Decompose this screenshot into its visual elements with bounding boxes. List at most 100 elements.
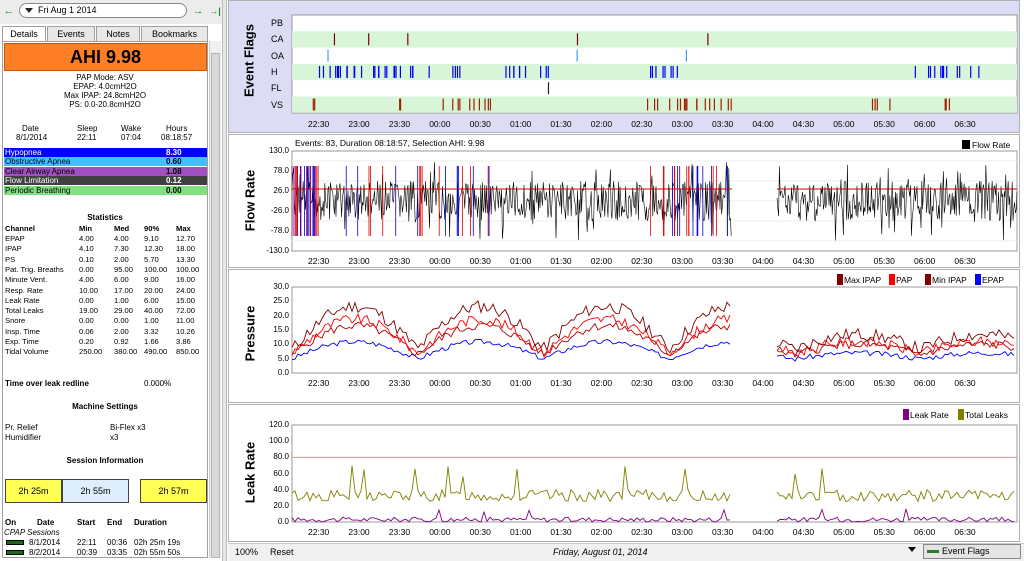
header-hours: Hours [166,124,188,133]
statistics-row: EPAP 4.00 4.00 9.10 12.70 [4,234,207,243]
statistics-cell: 0.20 [79,337,94,346]
statistics-cell: 7.30 [114,244,129,254]
tab-events[interactable]: Events [47,26,95,41]
session-cell: 03:35 [107,548,128,557]
tab-notes[interactable]: Notes [96,26,140,41]
col-duration: Duration [134,518,167,527]
max-ipap-text: Max IPAP: 24.8cmH2O [63,91,147,100]
x-tick-label: 00:00 [429,256,451,266]
dropdown-arrow-icon [25,8,33,13]
layout-swatch-icon [927,550,939,553]
statistics-cell: 72.00 [176,306,196,316]
previous-day-icon[interactable]: ← [3,5,15,17]
pressure-graph[interactable]: Pressure Max IPAP PAP Min IPAP EPAP 30.0 25.… [228,269,1020,403]
statistics-cell: Tidal Volume [5,347,49,357]
x-tick-label: 01:00 [510,378,532,388]
session-box-1[interactable]: 2h 25m [5,479,62,503]
statistics-cell: 490.00 [144,347,168,357]
last-day-icon[interactable]: →| [209,6,221,16]
y-tick-label: 25.0 [273,296,289,306]
epap-line [776,350,1015,362]
session-group-label: CPAP Sessions [4,528,60,537]
y-tick-label: -26.0 [270,206,289,215]
epap-text: EPAP: 4.0cmH2O [73,82,137,91]
x-tick-label: 03:00 [671,256,693,266]
statistics-header-cell: Med [114,224,130,233]
statistics-cell: 6.00 [144,295,159,305]
details-scrollbar[interactable] [209,41,221,558]
statistics-cell: 19.00 [79,306,99,316]
x-tick-label: 02:00 [590,256,613,266]
statistics-cell: 250.00 [79,347,103,357]
pressure-legend-label: EPAP [982,275,1005,285]
x-tick-label: 03:00 [671,527,693,537]
leak-rate-plot [291,424,1018,523]
event-flags-graph[interactable]: Event Flags PB CA OA H FL VS 22:30 23:00 23:30 0… [228,0,1020,133]
pressure-legend-swatch [975,274,981,285]
y-tick-label: 30.0 [273,282,289,291]
statistics-cell: 3.86 [176,337,191,346]
session-box-2[interactable]: 2h 55m [62,479,129,503]
statistics-cell: 95.00 [114,264,134,274]
statistics-row: Tidal Volume 250.00 380.00 490.00 850.00 [4,347,207,356]
tab-details[interactable]: Details [2,26,46,42]
statistics-cell: 20.00 [144,285,164,295]
leak-rate-graph[interactable]: Leak Rate Leak Rate Total Leaks 120.0 100.… [228,404,1020,542]
statistics-cell: 0.00 [79,295,94,305]
next-day-icon[interactable]: → [192,5,204,17]
statistics-cell: Exp. Time [5,337,39,346]
index-value: 8.30 [166,148,182,157]
graph-layout-button[interactable]: Event Flags [923,544,1021,559]
total-leaks-line [776,468,1015,503]
statistics-cell: 5.70 [144,254,159,264]
y-tick-label: -130.0 [266,246,289,255]
index-row: Obstructive Apnea 0.60 [4,157,207,167]
session-row[interactable]: 8/2/2014 00:39 03:35 02h 55m 50s [4,548,207,557]
statistics-row: Resp. Rate 10.00 17.00 20.00 24.00 [4,286,207,295]
statistics-row: Exp. Time 0.20 0.92 1.66 3.86 [4,337,207,346]
x-tick-label: 23:00 [348,119,370,129]
index-row: Hypopnea 8.30 [4,148,207,157]
x-tick-label: 23:30 [388,256,411,266]
session-checkbox[interactable] [6,550,24,555]
layout-dropdown-arrow-icon[interactable] [908,547,916,552]
date-picker[interactable]: Fri Aug 1 2014 [19,3,187,18]
leak-legend-label: Total Leaks [965,410,1008,420]
statistics-cell: 11.00 [176,316,195,326]
event-flag-label: VS [271,99,284,110]
session-cell: 8/1/2014 [29,538,61,547]
statistics-cell: 0.10 [79,254,94,264]
statistics-row: PS 0.10 2.00 5.70 13.30 [4,255,207,264]
statistics-cell: IPAP [5,244,22,254]
statistics-cell: 15.00 [176,295,196,305]
session-box-3[interactable]: 2h 57m [140,479,207,503]
y-tick-label: 100.0 [268,436,289,446]
session-row[interactable]: 8/1/2014 22:11 00:36 02h 25m 19s [4,538,207,547]
x-tick-label: 00:00 [429,378,451,388]
y-tick-label: 26.0 [273,186,289,195]
statistics-row: Snore 0.00 0.00 1.00 11.00 [4,316,207,325]
x-tick-label: 06:30 [954,119,976,129]
statistics-row: Pat. Trig. Breaths 0.00 95.00 100.00 100.00 [4,265,207,274]
session-checkbox[interactable] [6,540,24,545]
statistics-cell: 17.00 [114,285,134,295]
flow-rate-graph[interactable]: Flow Rate Events: 83, Duration 08:18:57,… [228,134,1020,268]
value-date: 8/1/2014 [16,133,48,142]
statistics-cell: 29.00 [114,306,134,316]
reset-button[interactable]: Reset [270,547,294,557]
panel-splitter[interactable] [222,0,227,561]
statistics-cell: PS [5,254,16,264]
statistics-cell: 850.00 [176,347,200,357]
x-tick-label: 23:00 [348,527,370,537]
statistics-cell: 4.00 [114,234,129,243]
statistics-cell: 24.00 [176,285,196,295]
header-wake: Wake [121,124,142,133]
statistics-row: Leak Rate 0.00 1.00 6.00 15.00 [4,296,207,305]
x-tick-label: 23:00 [348,256,370,266]
index-value: 1.08 [166,166,182,176]
x-tick-label: 23:30 [388,378,411,388]
col-on: On [5,518,17,527]
index-value: 0.00 [166,185,182,195]
scrollbar-thumb[interactable] [211,53,220,558]
tab-bookmarks[interactable]: Bookmarks [141,26,208,41]
